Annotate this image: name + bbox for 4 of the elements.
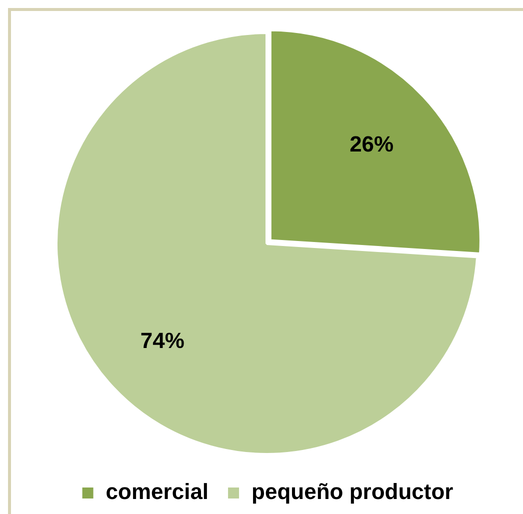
data-label: 74% (140, 328, 184, 353)
data-label: 26% (350, 131, 394, 156)
legend-label: comercial (106, 479, 209, 504)
legend-label: pequeño productor (252, 479, 454, 504)
